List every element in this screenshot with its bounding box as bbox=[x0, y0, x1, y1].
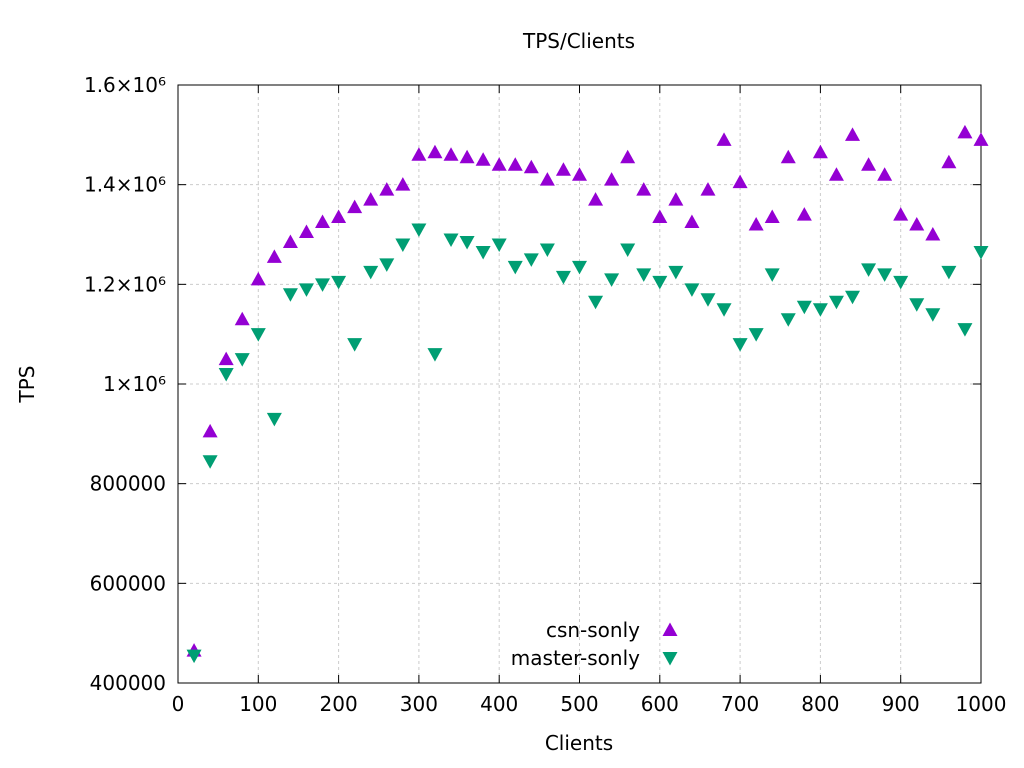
svg-text:1000: 1000 bbox=[956, 692, 1007, 716]
svg-text:0: 0 bbox=[172, 692, 185, 716]
plot-series-layer: 0 100 200 300 400 500 600 700 800 900 1000 400000 60… bbox=[84, 73, 1006, 716]
svg-text:1.2×10⁶: 1.2×10⁶ bbox=[84, 272, 166, 296]
chart-title: TPS/Clients bbox=[522, 29, 635, 53]
y-axis-label: TPS bbox=[15, 366, 39, 404]
svg-text:600000: 600000 bbox=[90, 571, 166, 595]
x-axis-label: Clients bbox=[545, 731, 613, 755]
svg-text:900: 900 bbox=[882, 692, 920, 716]
svg-text:1.6×10⁶: 1.6×10⁶ bbox=[84, 73, 166, 97]
svg-text:600: 600 bbox=[641, 692, 679, 716]
svg-text:800: 800 bbox=[801, 692, 839, 716]
svg-text:800000: 800000 bbox=[90, 472, 166, 496]
svg-text:1×10⁶: 1×10⁶ bbox=[103, 372, 166, 396]
svg-text:500: 500 bbox=[560, 692, 598, 716]
legend-label-csn-sonly: csn-sonly bbox=[546, 618, 640, 642]
svg-text:200: 200 bbox=[320, 692, 358, 716]
svg-text:400: 400 bbox=[480, 692, 518, 716]
svg-text:400000: 400000 bbox=[90, 671, 166, 695]
svg-text:300: 300 bbox=[400, 692, 438, 716]
legend-label-master-sonly: master-sonly bbox=[511, 646, 640, 670]
svg-text:700: 700 bbox=[721, 692, 759, 716]
svg-text:1.4×10⁶: 1.4×10⁶ bbox=[84, 173, 166, 197]
svg-text:100: 100 bbox=[239, 692, 277, 716]
